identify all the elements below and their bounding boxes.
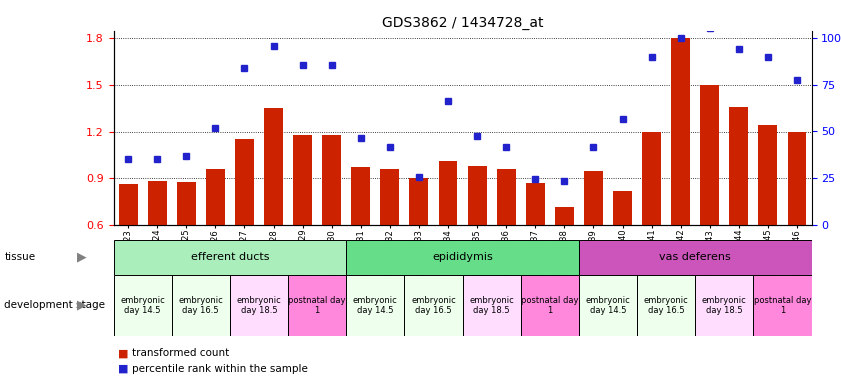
Bar: [754, 275, 812, 336]
Bar: [584, 171, 603, 225]
Text: postnatal day
1: postnatal day 1: [288, 296, 346, 315]
Bar: [264, 108, 283, 225]
Bar: [613, 190, 632, 225]
Text: efferent ducts: efferent ducts: [191, 252, 269, 262]
Bar: [637, 275, 696, 336]
Bar: [579, 240, 812, 275]
Bar: [346, 240, 579, 275]
Bar: [643, 132, 661, 225]
Text: embryonic
day 14.5: embryonic day 14.5: [120, 296, 165, 315]
Bar: [235, 139, 254, 225]
Text: embryonic
day 16.5: embryonic day 16.5: [643, 296, 689, 315]
Title: GDS3862 / 1434728_at: GDS3862 / 1434728_at: [382, 16, 543, 30]
Bar: [759, 125, 777, 225]
Bar: [729, 107, 748, 225]
Text: ▶: ▶: [77, 299, 87, 312]
Bar: [119, 184, 138, 225]
Bar: [521, 275, 579, 336]
Text: ▶: ▶: [77, 251, 87, 264]
Bar: [405, 275, 463, 336]
Text: epididymis: epididymis: [432, 252, 493, 262]
Text: embryonic
day 18.5: embryonic day 18.5: [702, 296, 747, 315]
Bar: [346, 275, 405, 336]
Text: ■: ■: [118, 364, 128, 374]
Bar: [177, 182, 196, 225]
Bar: [380, 169, 399, 225]
Text: transformed count: transformed count: [132, 348, 230, 358]
Text: embryonic
day 14.5: embryonic day 14.5: [353, 296, 398, 315]
Bar: [230, 275, 288, 336]
Text: embryonic
day 18.5: embryonic day 18.5: [469, 296, 514, 315]
Bar: [288, 275, 346, 336]
Bar: [206, 169, 225, 225]
Bar: [468, 167, 487, 225]
Bar: [555, 207, 574, 225]
Text: embryonic
day 16.5: embryonic day 16.5: [411, 296, 456, 315]
Text: embryonic
day 14.5: embryonic day 14.5: [585, 296, 631, 315]
Bar: [696, 275, 754, 336]
Text: postnatal day
1: postnatal day 1: [754, 296, 812, 315]
Bar: [438, 161, 458, 225]
Bar: [172, 275, 230, 336]
Text: tissue: tissue: [4, 252, 35, 262]
Text: development stage: development stage: [4, 300, 105, 310]
Bar: [526, 183, 545, 225]
Bar: [579, 275, 637, 336]
Text: percentile rank within the sample: percentile rank within the sample: [132, 364, 308, 374]
Bar: [352, 167, 370, 225]
Bar: [294, 136, 312, 225]
Text: embryonic
day 18.5: embryonic day 18.5: [236, 296, 282, 315]
Bar: [787, 132, 807, 225]
Bar: [497, 169, 516, 225]
Text: vas deferens: vas deferens: [659, 252, 731, 262]
Bar: [463, 275, 521, 336]
Bar: [671, 38, 690, 225]
Text: postnatal day
1: postnatal day 1: [521, 296, 579, 315]
Text: embryonic
day 16.5: embryonic day 16.5: [178, 296, 223, 315]
Bar: [114, 240, 346, 275]
Bar: [148, 181, 167, 225]
Bar: [322, 136, 341, 225]
Bar: [114, 275, 172, 336]
Bar: [701, 85, 719, 225]
Text: ■: ■: [118, 348, 128, 358]
Bar: [410, 178, 428, 225]
